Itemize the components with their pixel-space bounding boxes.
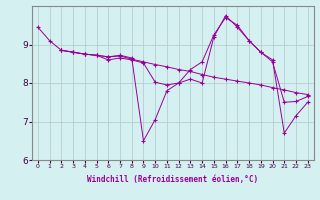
X-axis label: Windchill (Refroidissement éolien,°C): Windchill (Refroidissement éolien,°C)	[87, 175, 258, 184]
